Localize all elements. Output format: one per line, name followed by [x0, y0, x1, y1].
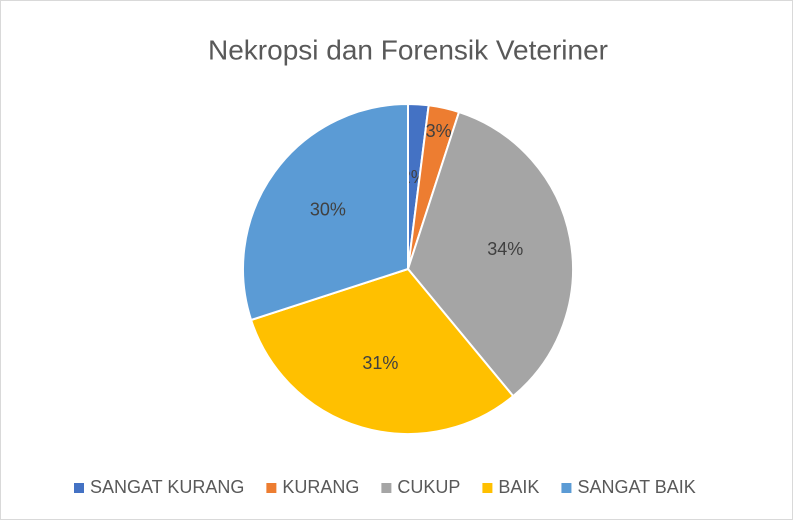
legend-swatch	[561, 483, 572, 493]
legend-label: SANGAT KURANG	[90, 477, 244, 497]
data-label: 3%	[426, 121, 452, 141]
legend-swatch	[482, 483, 493, 493]
data-label: 34%	[487, 239, 523, 259]
data-label: 31%	[362, 353, 398, 373]
pie-slice	[249, 267, 515, 435]
pie-slice	[242, 102, 409, 322]
legend-label: BAIK	[498, 477, 539, 497]
legend-swatch	[74, 483, 84, 493]
legend-swatch	[266, 483, 277, 493]
legend-swatch	[381, 483, 392, 493]
data-label: 30%	[310, 200, 346, 220]
legend-label: SANGAT BAIK	[577, 477, 695, 497]
legend-label: CUKUP	[397, 477, 460, 497]
legend-label: KURANG	[282, 477, 359, 497]
chart-title: Nekropsi dan Forensik Veteriner	[208, 34, 608, 65]
pie-slice	[406, 110, 574, 398]
